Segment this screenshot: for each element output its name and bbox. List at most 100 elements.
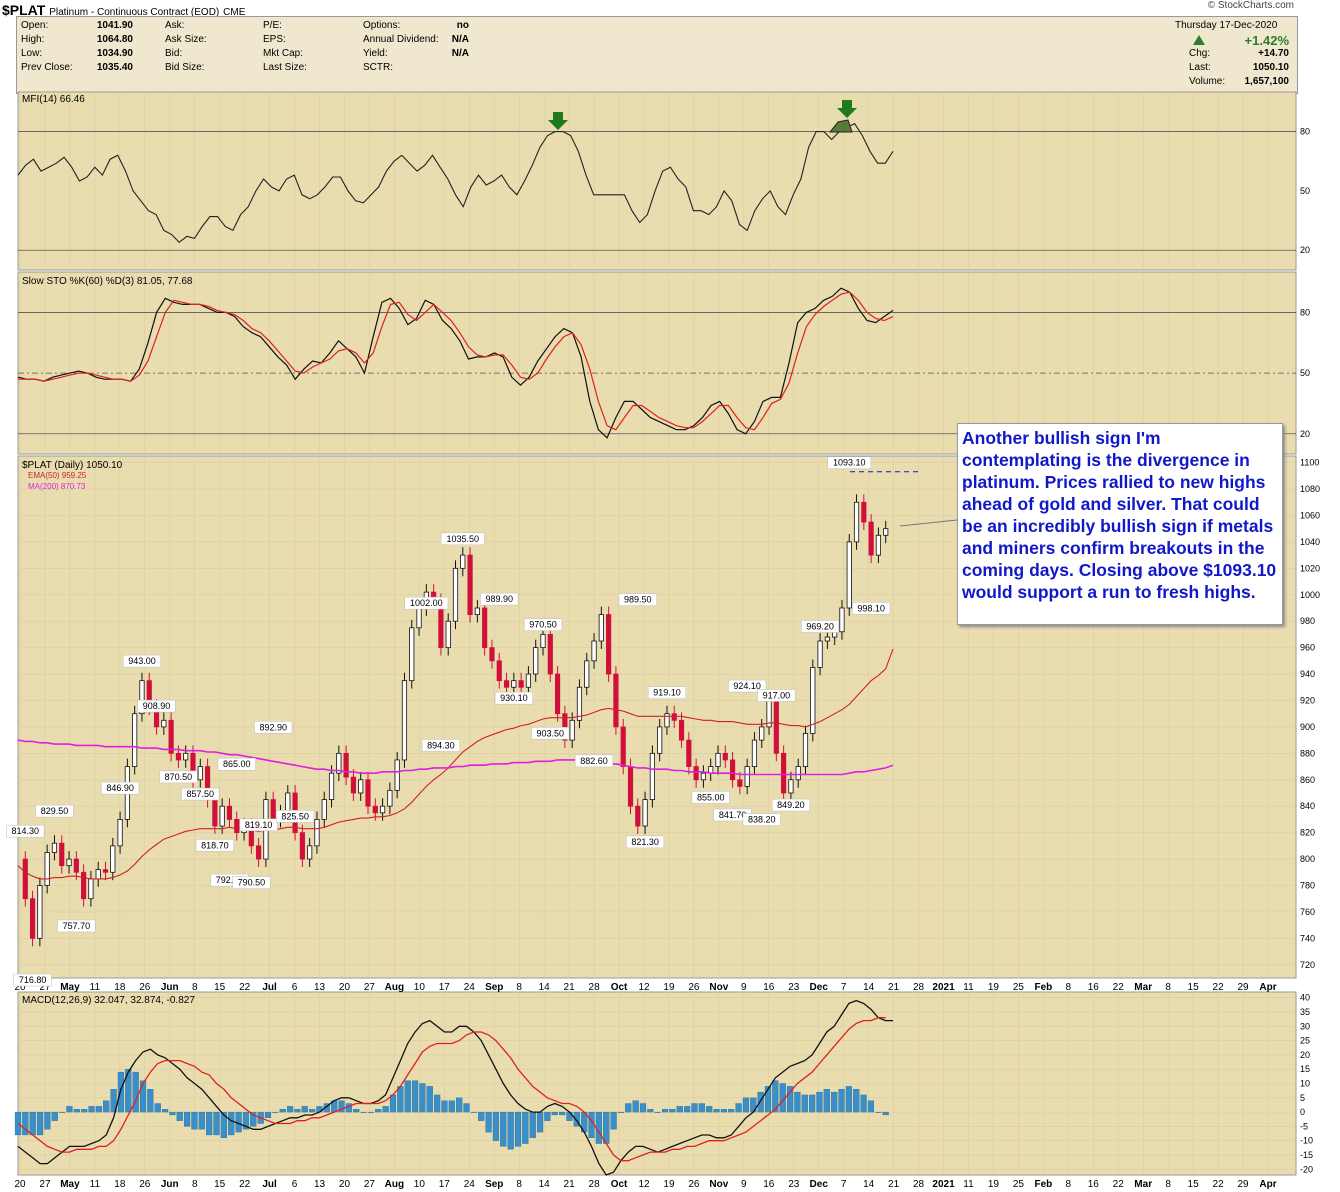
volume-label: Volume: bbox=[1189, 76, 1226, 87]
price-label: 989.50 bbox=[624, 595, 652, 605]
x-tick-label: 20 bbox=[14, 982, 26, 993]
macd-tick: -10 bbox=[1300, 1136, 1313, 1146]
x-tick-label: Oct bbox=[611, 1179, 628, 1190]
price-label-bg bbox=[494, 691, 533, 705]
price-label: 818.70 bbox=[201, 840, 229, 850]
price-label-bg bbox=[35, 804, 74, 818]
candle-body bbox=[474, 607, 480, 615]
candle-body bbox=[219, 805, 225, 827]
macd-histogram-bar bbox=[301, 1106, 308, 1113]
macd-histogram-bar bbox=[397, 1086, 404, 1113]
x-tick-label: 16 bbox=[763, 1179, 775, 1190]
macd-tick: 10 bbox=[1300, 1079, 1310, 1089]
ema50-line bbox=[17, 648, 894, 880]
macd-histogram-bar bbox=[95, 1106, 102, 1113]
macd-histogram-bar bbox=[853, 1089, 860, 1113]
candle-body bbox=[737, 779, 743, 787]
macd-tick: -5 bbox=[1300, 1121, 1308, 1131]
price-label-bg bbox=[852, 602, 891, 615]
x-tick-label: 28 bbox=[589, 1179, 601, 1190]
x-tick-label: 15 bbox=[214, 982, 226, 993]
x-tick-label: Jul bbox=[262, 1179, 277, 1190]
candle-body bbox=[802, 733, 809, 767]
candle-body bbox=[372, 805, 378, 814]
mfi-tick: 50 bbox=[1300, 186, 1310, 196]
dividend-value: N/A bbox=[451, 34, 469, 45]
price-label-bg bbox=[771, 798, 810, 812]
ask-label: Ask: bbox=[165, 20, 185, 31]
copyright: © StockCharts.com bbox=[1207, 0, 1294, 11]
candle-body bbox=[729, 759, 736, 781]
macd-histogram-bar bbox=[551, 1111, 558, 1116]
candle-body bbox=[460, 554, 466, 569]
x-tick-label: 13 bbox=[314, 1179, 326, 1190]
macd-histogram-bar bbox=[73, 1109, 80, 1113]
price-label-bg bbox=[647, 686, 687, 699]
price-tick: 820 bbox=[1300, 828, 1315, 838]
macd-histogram-bar bbox=[706, 1106, 713, 1113]
price-tick: 760 bbox=[1300, 907, 1315, 917]
candle-body bbox=[350, 776, 357, 794]
price-label: 930.10 bbox=[500, 693, 528, 703]
macd-histogram-bar bbox=[639, 1103, 647, 1113]
x-tick-label: 24 bbox=[464, 982, 476, 993]
candle-body bbox=[751, 739, 758, 767]
x-tick-label: 21 bbox=[888, 1179, 900, 1190]
x-tick-label: 22 bbox=[239, 982, 251, 993]
macd-histogram-bar bbox=[610, 1111, 617, 1130]
price-label-bg bbox=[159, 770, 198, 784]
price-label-bg bbox=[57, 919, 96, 933]
macd-histogram-bar bbox=[272, 1111, 279, 1113]
x-tick-label: 15 bbox=[214, 1179, 226, 1190]
x-tick-label: 19 bbox=[988, 982, 1000, 993]
macd-histogram-bar bbox=[353, 1109, 360, 1113]
x-tick-label: 10 bbox=[414, 1179, 426, 1190]
price-label-bg bbox=[276, 810, 315, 823]
price-tick: 800 bbox=[1300, 854, 1315, 864]
price-label-bg bbox=[181, 787, 220, 801]
price-label-bg bbox=[6, 824, 45, 838]
candle-body bbox=[321, 799, 327, 820]
stat-label: High: bbox=[21, 34, 45, 45]
candle-body bbox=[883, 528, 889, 536]
macd-histogram-bar bbox=[845, 1086, 852, 1113]
macd-histogram-bar bbox=[720, 1109, 727, 1113]
x-tick-label: 11 bbox=[90, 982, 101, 993]
price-label-bg bbox=[254, 721, 293, 734]
stat-value: 1041.90 bbox=[96, 20, 133, 31]
x-tick-label: 8 bbox=[516, 1179, 522, 1190]
candle-body bbox=[256, 845, 262, 860]
stat-label: Low: bbox=[21, 48, 43, 59]
candle-body bbox=[518, 680, 524, 688]
price-label: 857.50 bbox=[187, 789, 215, 799]
pct-change: +1.42% bbox=[1244, 33, 1289, 48]
candle-body bbox=[511, 680, 517, 688]
x-tick-label: Apr bbox=[1259, 982, 1276, 993]
x-tick-label: 27 bbox=[39, 982, 51, 993]
x-tick-label: Nov bbox=[709, 982, 728, 993]
macd-histogram-bar bbox=[441, 1100, 448, 1113]
x-tick-label: 8 bbox=[1165, 982, 1171, 993]
price-label: 1035.50 bbox=[447, 534, 480, 544]
candle-body bbox=[554, 673, 561, 715]
candle-body bbox=[525, 673, 532, 688]
candle-body bbox=[358, 779, 364, 794]
macd-histogram-bar bbox=[228, 1111, 235, 1136]
candle-body bbox=[613, 673, 619, 728]
x-tick-label: Jun bbox=[161, 1179, 179, 1190]
mfi-tick: 80 bbox=[1300, 127, 1310, 137]
price-label: 908.90 bbox=[143, 701, 171, 711]
stat-value: 1035.40 bbox=[96, 62, 133, 73]
candle-body bbox=[226, 805, 233, 820]
candle-body bbox=[664, 713, 670, 728]
down-arrow-icon bbox=[837, 100, 857, 118]
macd-histogram-bar bbox=[625, 1103, 632, 1113]
candle-body bbox=[686, 739, 692, 767]
candle-body bbox=[875, 534, 882, 556]
candle-body bbox=[401, 680, 408, 761]
macd-histogram-bar bbox=[728, 1109, 735, 1113]
x-tick-label: 22 bbox=[1113, 982, 1125, 993]
price-label: 943.00 bbox=[128, 656, 156, 666]
x-tick-label: 19 bbox=[988, 1179, 1000, 1190]
macd-signal-line bbox=[17, 1017, 886, 1162]
